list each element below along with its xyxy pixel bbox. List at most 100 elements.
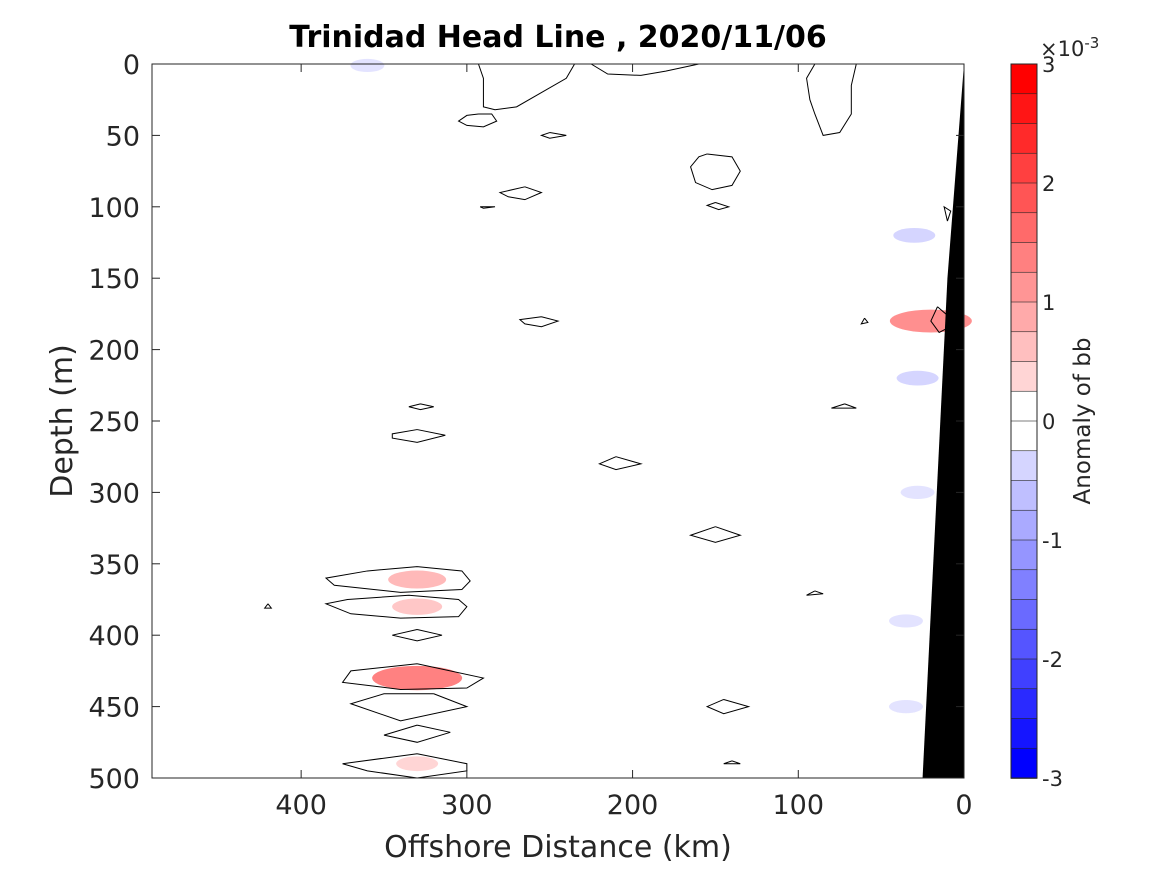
contour-line: [408, 403, 434, 411]
y-tick-label: 500: [88, 764, 140, 795]
chart-title: Trinidad Head Line , 2020/11/06: [289, 20, 826, 55]
colorbar-band: [1010, 242, 1038, 274]
x-tick-label: 100: [773, 790, 825, 821]
x-tick-label: 0: [955, 790, 972, 821]
colorbar-band: [1010, 450, 1038, 482]
colorbar-band: [1010, 658, 1038, 690]
colorbar-tick-label: 3: [1042, 53, 1055, 77]
colorbar-tick-label: 0: [1042, 410, 1055, 434]
colorbar-multiplier-base: ×10: [1040, 37, 1084, 61]
y-tick-label: 0: [123, 50, 140, 81]
y-tick-label: 150: [88, 264, 140, 295]
colorbar-tick-label: -3: [1042, 767, 1063, 791]
colorbar-multiplier-exponent: -3: [1084, 34, 1099, 52]
contour-line: [598, 456, 643, 471]
colorbar-band: [1010, 93, 1038, 125]
contour-line: [590, 63, 699, 76]
contour-line: [263, 603, 273, 609]
contour-line: [723, 760, 741, 765]
anomaly-patch: [889, 700, 923, 714]
colorbar-band: [1010, 718, 1038, 750]
y-tick-label: 250: [88, 407, 140, 438]
anomaly-patch: [889, 614, 923, 628]
colorbar-band: [1010, 599, 1038, 631]
contour-line: [457, 113, 498, 128]
colorbar-band: [1010, 480, 1038, 512]
x-tick-label: 300: [441, 790, 493, 821]
colorbar-band: [1010, 509, 1038, 541]
contour-line: [349, 693, 469, 722]
x-axis-label: Offshore Distance (km): [384, 830, 732, 865]
colorbar-band: [1010, 390, 1038, 422]
y-tick-label: 350: [88, 550, 140, 581]
contour-line: [341, 663, 485, 690]
colorbar-band: [1010, 182, 1038, 214]
y-tick-label: 200: [88, 336, 140, 367]
contour-line-layer: [263, 63, 952, 779]
contour-line: [383, 724, 451, 743]
colorbar-multiplier: ×10-3: [1040, 34, 1099, 61]
seafloor-layer: [922, 64, 964, 778]
y-axis: 0 50 100 150 200 250 300 350 400 450 500: [88, 50, 964, 795]
anomaly-patch: [896, 370, 939, 386]
contour-line: [539, 132, 567, 139]
y-tick-label: 400: [88, 621, 140, 652]
anomaly-patch: [900, 485, 935, 499]
x-axis: 400 300 200 100 0: [275, 64, 973, 821]
contour-line: [831, 403, 857, 409]
colorbar-band: [1010, 420, 1038, 452]
plot-area: [151, 58, 972, 779]
anomaly-patch: [388, 570, 447, 589]
contour-line: [324, 594, 468, 619]
seafloor-mask: [922, 64, 964, 778]
contour-line: [518, 316, 560, 328]
colorbar-band: [1010, 123, 1038, 155]
colorbar-frame: [1010, 63, 1038, 779]
contour-line: [690, 153, 741, 191]
colorbar-band: [1010, 688, 1038, 720]
anomaly-patch: [392, 598, 443, 615]
anomaly-patch: [893, 227, 936, 243]
colorbar-band: [1010, 63, 1038, 95]
x-tick-label: 200: [607, 790, 659, 821]
contour-line: [943, 205, 952, 222]
contour-line: [860, 317, 869, 325]
colorbar-label: Anomaly of bb: [1070, 338, 1096, 505]
colorbar-band: [1010, 361, 1038, 393]
colorbar-band: [1010, 301, 1038, 333]
contour-line: [324, 566, 471, 593]
anomaly-patch: [396, 756, 439, 772]
contour-line: [391, 429, 446, 443]
anomaly-patch: [350, 58, 385, 73]
anomaly-patch: [372, 665, 463, 691]
colorbar-band: [1010, 569, 1038, 601]
colorbar-band: [1010, 331, 1038, 363]
colorbar-bands: [1010, 63, 1038, 779]
colorbar-band: [1010, 152, 1038, 184]
x-tick-label: 400: [275, 790, 327, 821]
contour-line: [806, 63, 857, 136]
colorbar-band: [1010, 539, 1038, 571]
colorbar-ticks: 3 2 1 0 -1 -2 -3: [1042, 53, 1063, 791]
colorbar-band: [1010, 212, 1038, 244]
contour-line: [498, 186, 543, 201]
colorbar-tick-label: 2: [1042, 172, 1055, 196]
contour-line: [688, 526, 742, 543]
y-tick-label: 300: [88, 478, 140, 509]
colorbar-band: [1010, 628, 1038, 660]
y-tick-label: 100: [88, 193, 140, 224]
colorbar-band: [1010, 747, 1038, 779]
colorbar-tick-label: -2: [1042, 648, 1063, 672]
colorbar-tick-label: -1: [1042, 529, 1063, 553]
y-tick-label: 50: [106, 121, 140, 152]
contour-line: [479, 206, 496, 209]
colorbar-band: [1010, 271, 1038, 303]
contour-line: [392, 629, 443, 642]
contour-line: [705, 698, 751, 715]
contour-line: [806, 590, 824, 596]
y-tick-label: 450: [88, 693, 140, 724]
contour-line: [477, 63, 576, 111]
contour-line: [705, 202, 731, 211]
